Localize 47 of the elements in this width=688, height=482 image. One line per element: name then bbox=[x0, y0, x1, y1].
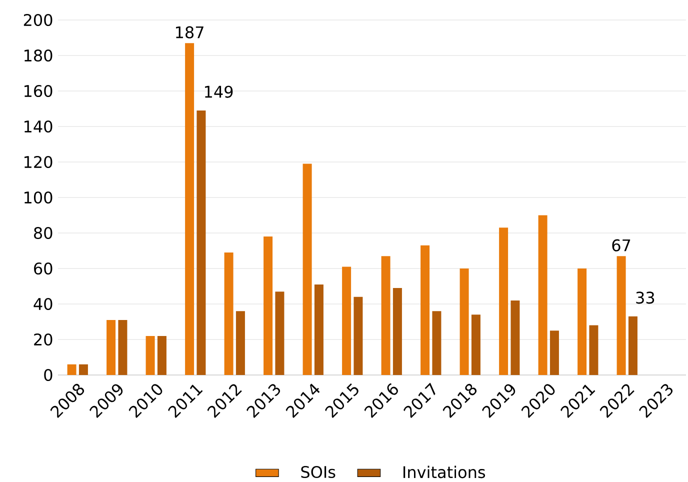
bar bbox=[224, 252, 234, 375]
bar bbox=[471, 314, 480, 375]
y-tick-label: 40 bbox=[34, 298, 52, 310]
bar bbox=[342, 266, 352, 375]
bar bbox=[146, 336, 155, 375]
legend-label: Invitations bbox=[404, 466, 486, 478]
bar bbox=[499, 228, 508, 375]
y-tick-label: 100 bbox=[24, 191, 52, 204]
bar bbox=[118, 320, 128, 375]
y-tick-label: 20 bbox=[34, 333, 52, 346]
bar bbox=[628, 316, 638, 375]
y-tick-label: 80 bbox=[34, 226, 52, 240]
bar bbox=[264, 236, 273, 375]
bar bbox=[392, 288, 402, 375]
bar bbox=[616, 256, 626, 375]
y-tick-label: 0 bbox=[44, 368, 52, 382]
bar bbox=[460, 268, 469, 375]
bar bbox=[578, 268, 587, 375]
bar bbox=[420, 245, 430, 375]
bar bbox=[106, 320, 116, 375]
bar bbox=[589, 325, 598, 375]
bar bbox=[314, 284, 324, 375]
y-tick-label: 60 bbox=[34, 262, 52, 275]
y-tick-label: 180 bbox=[24, 49, 52, 62]
y-tick-label: 120 bbox=[24, 156, 52, 168]
bar bbox=[196, 110, 206, 375]
bar bbox=[550, 330, 559, 375]
data-label: 187 bbox=[176, 26, 204, 38]
bar bbox=[78, 364, 88, 375]
data-label: 149 bbox=[205, 86, 233, 98]
bar bbox=[157, 336, 166, 375]
data-label: 67 bbox=[612, 239, 630, 252]
y-tick-label: 140 bbox=[24, 120, 52, 133]
bar bbox=[185, 43, 194, 375]
y-tick-label: 200 bbox=[24, 14, 52, 26]
bar bbox=[354, 296, 363, 375]
bar bbox=[236, 311, 245, 375]
bar bbox=[538, 215, 548, 375]
y-tick-label: 160 bbox=[24, 84, 52, 98]
bar bbox=[381, 256, 390, 375]
bar bbox=[67, 364, 76, 375]
bar bbox=[510, 300, 520, 375]
legend-label: SOIs bbox=[301, 466, 336, 478]
bar bbox=[302, 164, 312, 375]
data-label: 33 bbox=[636, 292, 654, 304]
bar bbox=[432, 311, 442, 375]
bar bbox=[275, 292, 284, 375]
